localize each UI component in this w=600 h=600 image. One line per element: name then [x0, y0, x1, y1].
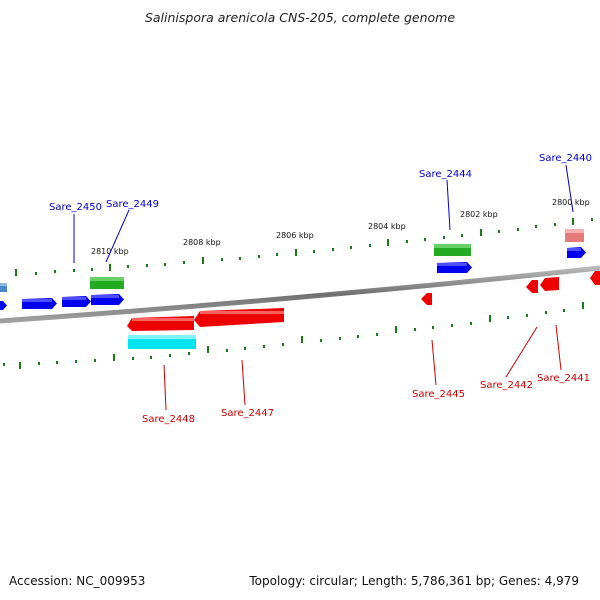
gene-label[interactable]: Sare_2448	[142, 414, 195, 425]
ruler-ticks-bottom	[3, 302, 584, 369]
gene-arrow[interactable]	[526, 280, 538, 293]
gene-arrow[interactable]	[540, 277, 559, 291]
gene-label[interactable]: Sare_2440	[539, 153, 592, 164]
label-leaders-top	[73, 164, 574, 263]
map-title: Salinispora arenicola CNS-205, complete …	[144, 10, 456, 25]
gene-arrow[interactable]	[421, 293, 432, 305]
ruler-ticks-top	[15, 218, 593, 276]
ruler-label-2802: 2802 kbp	[460, 210, 498, 219]
ruler-label-2810: 2810 kbp	[91, 247, 129, 256]
accession-info: Accession: NC_009953	[9, 574, 146, 588]
gene-arrow[interactable]	[0, 301, 7, 310]
gene-label[interactable]: Sare_2441	[537, 373, 590, 384]
gene-label[interactable]: Sare_2442	[480, 380, 533, 391]
forward-strand-features	[0, 247, 586, 310]
gene-label[interactable]: Sare_2450	[49, 202, 102, 213]
gene-arrow[interactable]	[590, 271, 600, 285]
gene-label[interactable]: Sare_2444	[419, 169, 472, 180]
gene-label[interactable]: Sare_2445	[412, 389, 465, 400]
genome-summary: Topology: circular; Length: 5,786,361 bp…	[249, 574, 579, 588]
genome-backbone	[0, 265, 600, 324]
gene-arrow[interactable]	[194, 308, 284, 327]
gene-label[interactable]: Sare_2449	[106, 199, 159, 210]
misc-features-top	[90, 229, 584, 289]
ruler-label-2806: 2806 kbp	[276, 231, 314, 240]
ruler-label-2808: 2808 kbp	[183, 238, 221, 247]
reverse-strand-features	[127, 271, 600, 331]
ruler-label-2804: 2804 kbp	[368, 222, 406, 231]
label-leaders-bottom	[163, 324, 562, 411]
ruler-label-2800: 2800 kbp	[552, 198, 590, 207]
gene-label[interactable]: Sare_2447	[221, 408, 274, 419]
